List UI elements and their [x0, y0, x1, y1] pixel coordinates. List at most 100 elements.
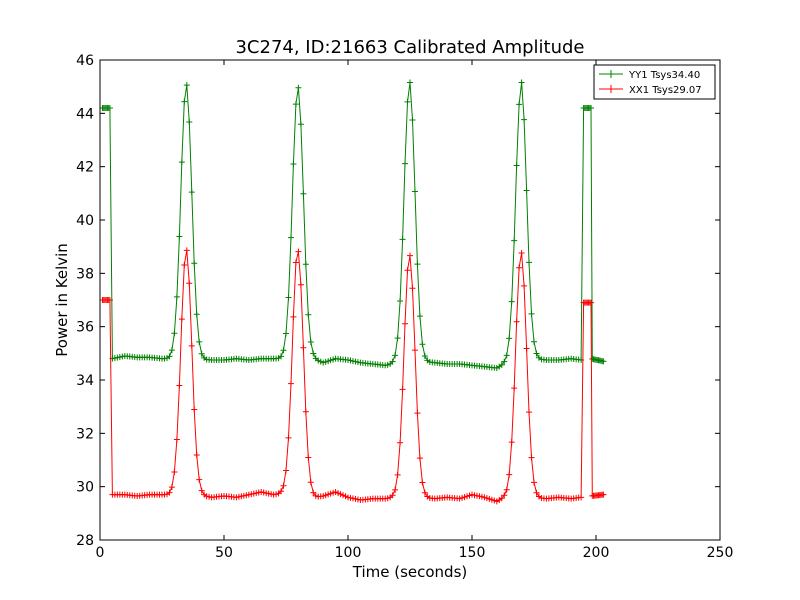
data-point	[300, 190, 307, 197]
data-point	[191, 260, 198, 267]
legend-label-yy1: YY1 Tsys34.40	[628, 70, 700, 81]
data-point	[168, 484, 175, 491]
data-point	[399, 236, 406, 243]
data-point	[183, 247, 190, 254]
data-point	[392, 352, 399, 359]
data-point	[402, 320, 409, 327]
y-axis-label: Power in Kelvin	[53, 243, 71, 357]
data-point	[511, 385, 518, 392]
data-point	[399, 386, 406, 393]
data-point	[498, 361, 505, 368]
plot-frame	[99, 59, 721, 541]
x-tick-label: 50	[215, 545, 233, 561]
y-tick-label: 32	[76, 426, 94, 442]
y-tick-label: 38	[76, 266, 94, 282]
data-point	[186, 280, 193, 287]
data-point	[414, 261, 421, 268]
data-point	[171, 468, 178, 475]
data-point	[533, 489, 540, 496]
data-point	[198, 350, 205, 357]
data-point	[394, 471, 401, 478]
data-point	[106, 105, 113, 111]
data-point	[287, 380, 294, 387]
y-tick-label: 46	[76, 53, 94, 69]
data-point	[295, 248, 302, 255]
data-point	[501, 492, 508, 499]
data-point	[416, 455, 423, 462]
data-point	[397, 439, 404, 446]
data-point	[588, 105, 595, 111]
x-tick-label: 200	[583, 545, 610, 561]
data-point	[193, 452, 200, 459]
data-point	[521, 116, 528, 123]
data-point	[409, 117, 416, 124]
data-point	[178, 316, 185, 323]
legend-marker-yy1	[607, 70, 615, 78]
data-point	[188, 342, 195, 349]
data-point	[168, 347, 175, 354]
legend: YY1 Tsys34.40 XX1 Tsys29.07	[593, 64, 716, 100]
data-point	[511, 237, 518, 244]
data-point	[183, 82, 190, 89]
data-point	[411, 347, 418, 354]
data-point	[523, 187, 530, 194]
data-point	[419, 341, 426, 348]
data-point	[508, 298, 515, 305]
data-point	[518, 79, 525, 86]
x-tick-label: 150	[459, 545, 486, 561]
data-point	[295, 84, 302, 91]
data-point	[516, 264, 523, 271]
data-point	[407, 252, 413, 259]
x-tick-label: 250	[707, 545, 734, 561]
data-point	[198, 487, 205, 494]
data-point	[528, 454, 535, 461]
data-point	[181, 98, 188, 105]
data-point	[531, 479, 537, 486]
data-point	[518, 250, 525, 257]
data-point	[421, 353, 428, 360]
data-point	[533, 350, 540, 357]
data-point	[578, 494, 585, 501]
data-point	[404, 98, 411, 105]
data-point	[506, 335, 513, 342]
data-point	[588, 299, 595, 306]
data-point	[290, 313, 297, 320]
data-point	[501, 358, 508, 365]
data-point	[414, 410, 421, 417]
data-point	[173, 293, 180, 300]
data-point	[503, 486, 510, 493]
data-point	[421, 489, 428, 496]
legend-box	[593, 64, 716, 100]
data-point	[528, 310, 535, 317]
data-point	[106, 297, 113, 303]
data-point	[526, 259, 533, 266]
data-point	[516, 101, 523, 108]
data-point	[600, 358, 607, 365]
series-layer	[99, 79, 607, 505]
data-point	[283, 330, 289, 337]
data-point	[278, 488, 285, 495]
data-point	[523, 345, 530, 352]
data-point	[166, 353, 173, 360]
y-tick-label: 44	[76, 106, 94, 122]
data-point	[600, 491, 607, 498]
chart-title: 3C274, ID:21663 Calibrated Amplitude	[235, 37, 584, 58]
data-point	[310, 489, 317, 496]
tick-layer: 0 50 100 150 200 250 28 30 32 34 36 38 40 42 44 46	[76, 53, 733, 561]
data-point	[178, 159, 185, 166]
data-point	[389, 358, 396, 365]
data-point	[292, 101, 299, 108]
data-point	[166, 489, 173, 496]
x-tick-label: 0	[96, 545, 105, 561]
y-tick-label: 28	[76, 533, 94, 549]
data-point	[526, 409, 533, 416]
data-point	[297, 121, 304, 128]
data-point	[300, 344, 307, 351]
y-tick-label: 36	[76, 320, 94, 336]
data-point	[193, 311, 200, 318]
data-point	[506, 471, 513, 478]
data-point	[188, 189, 195, 196]
data-point	[404, 267, 411, 274]
data-point	[409, 285, 416, 292]
